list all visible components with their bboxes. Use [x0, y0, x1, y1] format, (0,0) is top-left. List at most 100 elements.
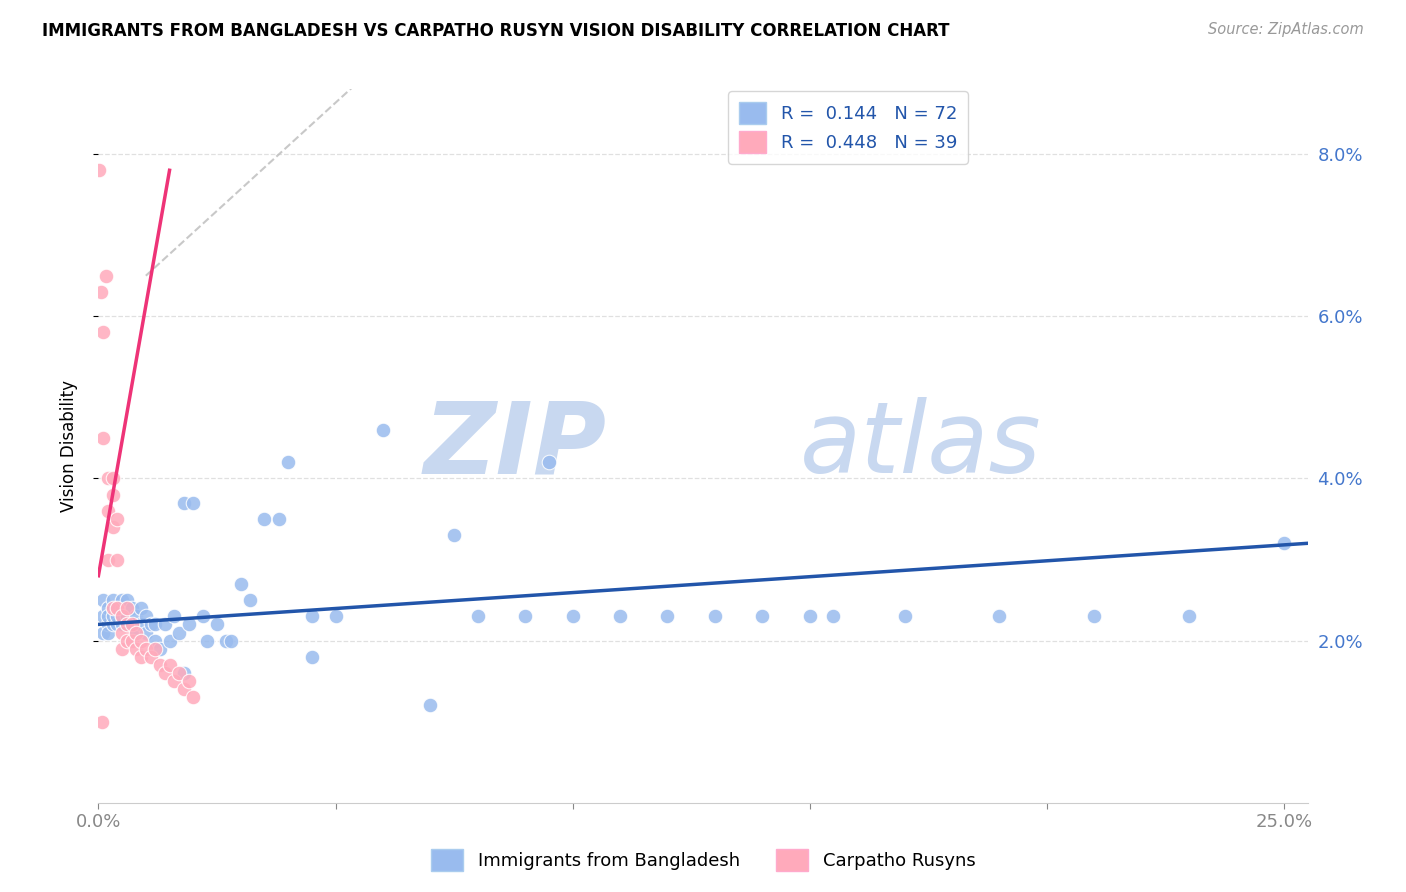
Y-axis label: Vision Disability: Vision Disability	[59, 380, 77, 512]
Point	[561, 609, 583, 624]
Point	[143, 617, 166, 632]
Point	[111, 593, 134, 607]
Point	[125, 625, 148, 640]
Point	[111, 609, 134, 624]
Point	[105, 601, 128, 615]
Point	[467, 609, 489, 624]
Point	[215, 633, 238, 648]
Point	[135, 625, 157, 640]
Point	[94, 268, 117, 283]
Point	[97, 471, 120, 485]
Point	[101, 601, 124, 615]
Point	[115, 633, 138, 648]
Point	[111, 625, 134, 640]
Point	[105, 609, 128, 624]
Point	[173, 496, 195, 510]
Point	[111, 609, 134, 624]
Point	[97, 552, 120, 566]
Point	[91, 625, 114, 640]
Point	[97, 617, 120, 632]
Point	[325, 609, 347, 624]
Point	[91, 609, 114, 624]
Point	[105, 552, 128, 566]
Text: atlas: atlas	[800, 398, 1042, 494]
Point	[135, 641, 157, 656]
Point	[205, 617, 228, 632]
Point	[267, 512, 290, 526]
Point	[219, 633, 242, 648]
Point	[893, 609, 915, 624]
Text: Source: ZipAtlas.com: Source: ZipAtlas.com	[1208, 22, 1364, 37]
Point	[181, 690, 204, 705]
Point	[121, 601, 143, 615]
Point	[115, 617, 138, 632]
Point	[139, 617, 162, 632]
Point	[301, 609, 323, 624]
Point	[1178, 609, 1201, 624]
Point	[101, 471, 124, 485]
Point	[115, 617, 138, 632]
Point	[105, 617, 128, 632]
Point	[143, 641, 166, 656]
Point	[173, 666, 195, 681]
Point	[135, 609, 157, 624]
Legend: R =  0.144   N = 72, R =  0.448   N = 39: R = 0.144 N = 72, R = 0.448 N = 39	[728, 91, 967, 164]
Point	[97, 504, 120, 518]
Point	[167, 666, 190, 681]
Point	[239, 593, 262, 607]
Point	[121, 633, 143, 648]
Point	[91, 593, 114, 607]
Point	[1272, 536, 1295, 550]
Point	[129, 633, 152, 648]
Point	[149, 641, 172, 656]
Point	[163, 674, 186, 689]
Point	[125, 625, 148, 640]
Point	[191, 609, 214, 624]
Point	[91, 326, 114, 340]
Point	[149, 657, 172, 672]
Point	[229, 577, 252, 591]
Point	[143, 633, 166, 648]
Point	[111, 641, 134, 656]
Point	[111, 601, 134, 615]
Point	[97, 625, 120, 640]
Point	[101, 601, 124, 615]
Point	[703, 609, 725, 624]
Point	[371, 423, 394, 437]
Point	[197, 633, 219, 648]
Point	[89, 163, 111, 178]
Point	[159, 633, 181, 648]
Point	[177, 674, 200, 689]
Point	[609, 609, 631, 624]
Point	[101, 488, 124, 502]
Point	[115, 601, 138, 615]
Point	[153, 666, 176, 681]
Point	[277, 455, 299, 469]
Point	[177, 617, 200, 632]
Point	[419, 698, 441, 713]
Point	[125, 609, 148, 624]
Point	[91, 714, 114, 729]
Point	[125, 641, 148, 656]
Point	[91, 431, 114, 445]
Point	[173, 682, 195, 697]
Point	[515, 609, 537, 624]
Point	[823, 609, 845, 624]
Legend: Immigrants from Bangladesh, Carpatho Rusyns: Immigrants from Bangladesh, Carpatho Rus…	[423, 842, 983, 879]
Point	[301, 649, 323, 664]
Text: IMMIGRANTS FROM BANGLADESH VS CARPATHO RUSYN VISION DISABILITY CORRELATION CHART: IMMIGRANTS FROM BANGLADESH VS CARPATHO R…	[42, 22, 949, 40]
Point	[139, 649, 162, 664]
Point	[115, 593, 138, 607]
Point	[167, 625, 190, 640]
Point	[101, 617, 124, 632]
Point	[1083, 609, 1105, 624]
Point	[751, 609, 773, 624]
Point	[111, 617, 134, 632]
Point	[121, 617, 143, 632]
Point	[105, 512, 128, 526]
Point	[90, 285, 112, 299]
Point	[153, 617, 176, 632]
Point	[105, 601, 128, 615]
Point	[799, 609, 821, 624]
Point	[97, 609, 120, 624]
